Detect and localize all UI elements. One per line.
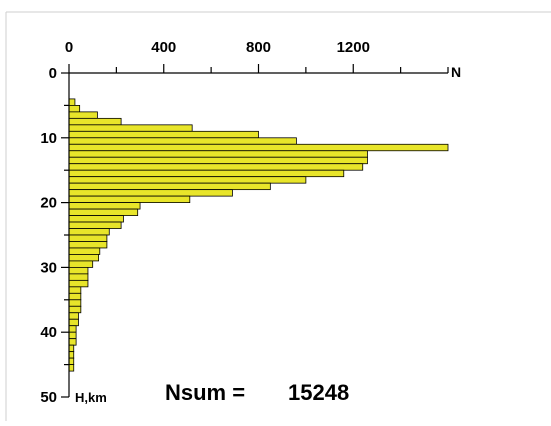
y-axis: 0 10 20 30 40 50 H,km	[40, 65, 106, 406]
bar-depth-28	[68, 254, 100, 262]
bar-depth-12	[68, 150, 368, 158]
bar-depth-45	[68, 364, 75, 372]
bar-depth-10	[68, 137, 297, 145]
y-tick-label-40: 40	[40, 324, 57, 341]
bar-depth-6	[68, 111, 98, 119]
bar-depth-20	[68, 202, 141, 210]
bar-depth-4	[68, 98, 76, 106]
bar-depth-21	[68, 208, 139, 216]
y-tick-label-30: 30	[40, 259, 57, 276]
bar-depth-23	[68, 221, 122, 229]
bar-depth-11	[68, 143, 449, 152]
bar-depth-38	[68, 318, 79, 327]
x-tick-label-400: 400	[151, 39, 176, 56]
bar-depth-36	[68, 305, 82, 314]
bar-depth-26	[68, 241, 108, 249]
bar-depth-40	[68, 331, 77, 340]
y-tick-label-0: 0	[49, 65, 57, 82]
x-axis-label: N	[451, 64, 461, 80]
bar-depth-41	[68, 338, 77, 346]
bar-depth-25	[68, 234, 108, 242]
bar-depth-7	[68, 117, 122, 126]
bar-depth-17	[68, 182, 271, 191]
bar-depth-9	[68, 130, 259, 139]
bar-depth-18	[68, 189, 233, 197]
x-tick-label-800: 800	[246, 39, 271, 56]
bar-depth-43	[68, 351, 75, 359]
y-tick-label-50: 50	[40, 389, 57, 406]
bar-depth-44	[68, 357, 75, 365]
bar-depth-5	[68, 105, 81, 113]
bar-depth-13	[68, 156, 368, 165]
bar-depth-15	[68, 169, 345, 178]
bar-depth-32	[68, 279, 89, 288]
bar-depth-8	[68, 124, 193, 132]
bar-depth-30	[68, 266, 89, 275]
bar-depth-24	[68, 228, 110, 236]
y-tick-label-20: 20	[40, 195, 57, 212]
bar-depth-22	[68, 215, 124, 223]
bar-depth-29	[68, 260, 94, 268]
bar-depth-34	[68, 292, 82, 301]
x-tick-label-1200: 1200	[337, 39, 370, 56]
bar-depth-33	[68, 286, 82, 294]
y-tick-label-10: 10	[40, 130, 57, 147]
bar-depth-19	[68, 195, 191, 203]
bar-depth-31	[68, 273, 89, 281]
bar-depth-37	[68, 312, 79, 320]
y-axis-label: H,km	[75, 390, 107, 405]
bars-group	[68, 98, 449, 372]
bar-depth-16	[68, 176, 307, 184]
x-axis: 0 400 800 1200 N	[65, 39, 461, 80]
bar-depth-14	[68, 163, 364, 171]
nsum-label: Nsum =	[165, 380, 245, 405]
nsum-value: 15248	[288, 380, 349, 405]
x-tick-label-0: 0	[65, 39, 73, 56]
bar-depth-27	[68, 247, 101, 255]
bar-depth-42	[68, 344, 75, 353]
bar-depth-35	[68, 299, 82, 307]
bar-depth-39	[68, 325, 77, 333]
